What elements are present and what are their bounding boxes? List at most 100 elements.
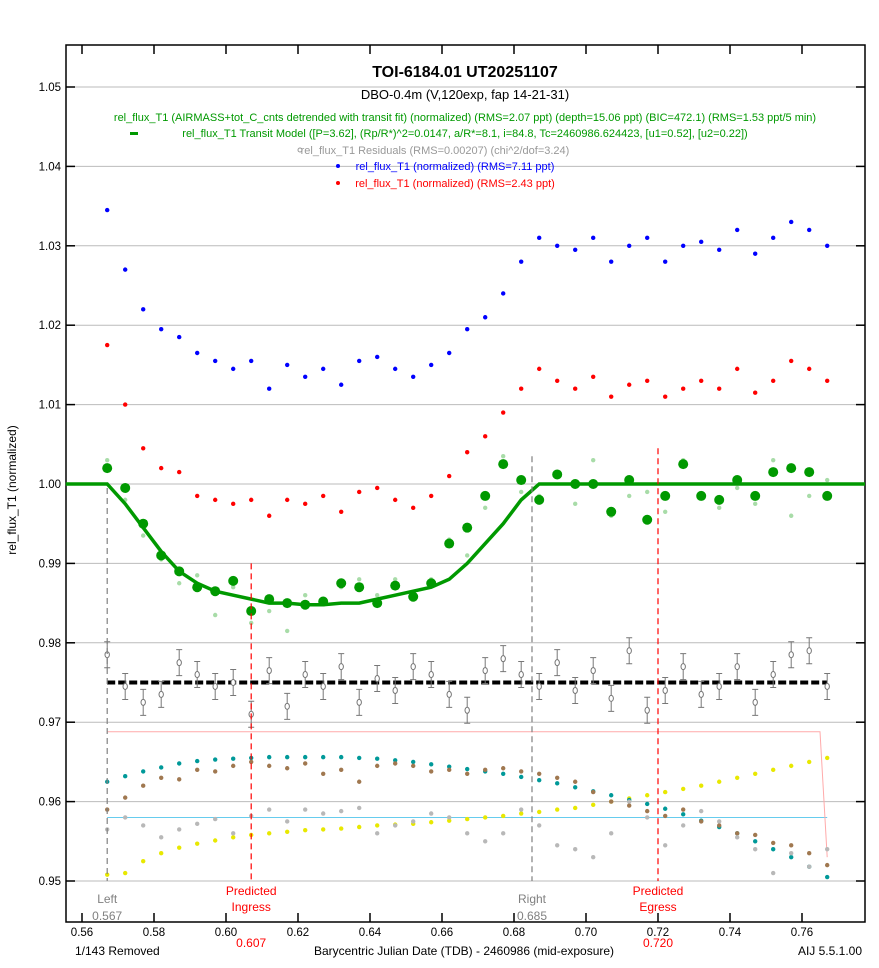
tot-c-cnts-brown-point [645,808,650,814]
yellow-trend-point [159,851,164,856]
rel-flux-t1-raw-red-point [645,378,650,383]
airmass-teal-point [753,839,758,844]
detrended-unbinned-point [213,612,218,618]
yellow-trend-point [465,816,470,822]
rel-flux-t1-raw-blue-point [159,326,164,332]
comparison-gray-point [609,831,614,836]
detrended-unbinned-point [303,592,308,598]
yellow-trend-point [771,767,776,773]
yellow-trend-point [735,775,740,780]
rel-flux-t1-raw-red-point [267,513,272,518]
detrended-binned-point [606,506,617,517]
yellow-trend-point [573,805,578,811]
rel-flux-t1-raw-blue-point [591,235,596,241]
rel-flux-t1-raw-red-point [213,497,218,503]
residual-point [788,651,794,659]
tot-c-cnts-brown-point [771,840,776,846]
residual-point [212,682,218,690]
airmass-teal-point [537,777,542,783]
rel-flux-t1-raw-blue-point [699,239,704,245]
detrended-binned-point [498,459,509,470]
chart-subtitle: DBO-0.4m (V,120exp, fap 14-21-31) [361,87,569,102]
x-tick-label: 0.74 [719,927,742,939]
predicted-ingress-value: 0.607 [236,936,266,950]
tot-c-cnts-brown-point [609,799,614,804]
rel-flux-t1-raw-blue-point [771,235,776,241]
rel-flux-t1-raw-red-point [825,378,830,383]
yellow-trend-point [483,815,488,820]
comparison-gray-point [789,851,794,856]
tot-c-cnts-brown-point [591,789,596,795]
version-label: AIJ 5.5.1.00 [798,944,862,958]
comparison-gray-point [717,819,722,824]
airmass-teal-point [789,854,794,860]
yellow-trend-point [825,755,830,761]
residual-point [590,667,596,675]
detrended-binned-point [462,522,473,533]
comparison-gray-point [429,811,434,816]
comparison-gray-point [807,864,812,869]
y-tick-label: 1.01 [39,400,61,412]
legend-entry: rel_flux_T1 Residuals (RMS=0.00207) (chi… [301,145,570,157]
residual-point [734,663,740,671]
yellow-trend-point [285,829,290,834]
comparison-gray-point [699,808,704,814]
rel-flux-t1-raw-red-point [411,505,416,511]
comparison-gray-point [159,835,164,840]
detrended-unbinned-point [627,493,632,499]
pink-level-line [107,731,828,858]
detrended-binned-point [210,586,221,597]
rel-flux-t1-raw-blue-point [177,334,182,340]
comparison-gray-point [753,847,758,852]
airmass-teal-point [393,758,398,763]
airmass-teal-point [663,806,668,811]
yellow-trend-point [357,824,362,830]
yellow-trend-point [537,809,542,815]
rel-flux-t1-raw-blue-point [141,307,146,312]
yellow-trend-point [591,802,596,807]
yellow-trend-point [717,779,722,784]
tot-c-cnts-brown-point [357,779,362,784]
residual-point [518,671,524,679]
residual-point [158,690,164,698]
residual-point [392,686,398,694]
comparison-gray-point [177,827,182,832]
detrended-unbinned-point [789,513,794,518]
detrended-binned-point [354,582,365,593]
detrended-binned-point [372,598,383,609]
x-tick-label: 0.66 [431,927,453,939]
tot-c-cnts-brown-point [123,795,128,800]
rel-flux-t1-raw-red-point [177,469,182,475]
predicted-egress-label-2: Egress [639,900,676,914]
comparison-gray-point [591,854,596,860]
detrended-binned-point [282,598,293,609]
residual-point [626,647,632,655]
rel-flux-t1-raw-blue-point [123,267,128,272]
tot-c-cnts-brown-point [447,767,452,773]
tot-c-cnts-brown-point [465,771,470,777]
rel-flux-t1-raw-blue-point [195,350,200,356]
yellow-trend-point [303,827,308,833]
residual-point [572,686,578,694]
rel-flux-t1-raw-blue-point [663,259,668,264]
rel-flux-t1-raw-blue-point [465,326,470,332]
detrended-binned-point [444,538,455,549]
airmass-teal-point [429,762,434,767]
rel-flux-t1-raw-blue-point [447,350,452,356]
detrended-binned-point [642,514,653,525]
tot-c-cnts-brown-point [519,769,524,774]
detrended-unbinned-point [357,577,362,582]
rel-flux-t1-raw-red-point [789,358,794,364]
residual-point [644,706,650,714]
comparison-gray-point [447,815,452,820]
detrended-binned-point [624,475,635,486]
chart-title: TOI-6184.01 UT20251107 [372,64,558,81]
residual-point [770,671,776,679]
yellow-trend-point [699,783,704,788]
detrended-unbinned-point [663,509,668,514]
x-axis-label: Barycentric Julian Date (TDB) - 2460986 … [314,944,614,958]
detrended-binned-point [192,582,203,593]
detrended-unbinned-point [105,457,110,463]
tot-c-cnts-brown-point [699,819,704,824]
